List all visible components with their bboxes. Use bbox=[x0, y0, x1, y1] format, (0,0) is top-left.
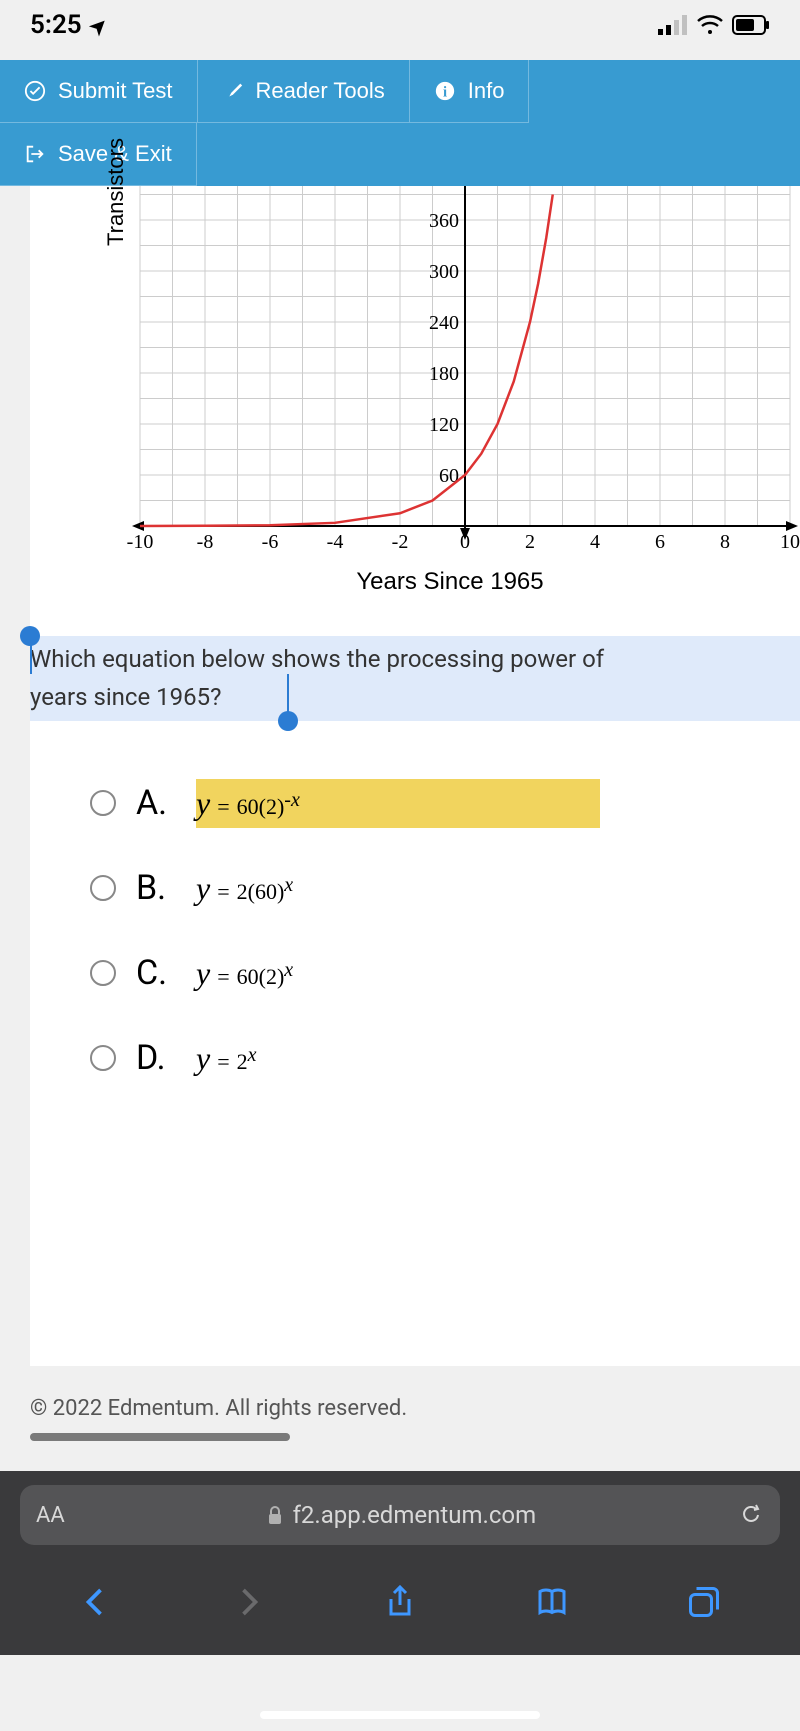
svg-text:120: 120 bbox=[429, 414, 459, 436]
svg-text:2: 2 bbox=[525, 531, 535, 553]
info-label: Info bbox=[468, 78, 505, 104]
bookmarks-icon[interactable] bbox=[534, 1584, 570, 1620]
svg-text:4: 4 bbox=[590, 531, 600, 553]
url-text: f2.app.edmentum.com bbox=[293, 1501, 537, 1529]
selection-caret-start bbox=[30, 636, 32, 674]
info-button[interactable]: i Info bbox=[410, 60, 530, 123]
text-size-button[interactable]: AA bbox=[36, 1503, 65, 1528]
question-line1: Which equation below shows the processin… bbox=[30, 645, 604, 673]
status-indicators bbox=[658, 14, 770, 36]
option-D[interactable]: D. y = 2x bbox=[90, 1016, 800, 1101]
copyright-footer: © 2022 Edmentum. All rights reserved. bbox=[0, 1366, 800, 1471]
share-icon[interactable] bbox=[382, 1584, 418, 1620]
svg-text:-6: -6 bbox=[262, 531, 279, 553]
chart-container: Transistors -10-8-6-4-202468106012018024… bbox=[30, 186, 800, 606]
exit-icon bbox=[24, 143, 46, 165]
radio-button[interactable] bbox=[90, 790, 116, 816]
svg-text:60: 60 bbox=[439, 465, 459, 487]
exponential-chart: -10 -8 -6 -4 -2 0 2 4 6 8 10 60 120 180 240 300 360 bbox=[100, 186, 800, 556]
svg-text:0: 0 bbox=[460, 531, 470, 553]
forward-icon bbox=[230, 1584, 266, 1620]
selection-caret-end bbox=[287, 674, 289, 712]
option-equation: y = 60(2)-x bbox=[196, 779, 600, 828]
svg-text:240: 240 bbox=[429, 312, 459, 334]
radio-button[interactable] bbox=[90, 875, 116, 901]
svg-text:6: 6 bbox=[655, 531, 665, 553]
url-pill[interactable]: AA f2.app.edmentum.com bbox=[20, 1485, 780, 1545]
selection-handle-end-icon[interactable] bbox=[278, 711, 298, 731]
chart-y-label: Transistors bbox=[103, 138, 129, 246]
option-A[interactable]: A. y = 60(2)-x bbox=[90, 761, 800, 846]
chart-x-label: Years Since 1965 bbox=[100, 568, 800, 596]
radio-button[interactable] bbox=[90, 960, 116, 986]
brush-icon bbox=[222, 80, 244, 102]
svg-text:300: 300 bbox=[429, 261, 459, 283]
question-line2: years since 1965? bbox=[30, 683, 221, 711]
svg-text:10: 10 bbox=[780, 531, 800, 553]
signal-icon bbox=[658, 15, 688, 35]
submit-label: Submit Test bbox=[58, 78, 173, 104]
wifi-icon bbox=[696, 14, 724, 36]
option-letter: D. bbox=[136, 1038, 176, 1078]
copyright-text: © 2022 Edmentum. All rights reserved. bbox=[30, 1396, 407, 1421]
radio-button[interactable] bbox=[90, 1045, 116, 1071]
status-bar: 5:25 bbox=[0, 0, 800, 60]
browser-url-bar: AA f2.app.edmentum.com bbox=[0, 1471, 800, 1559]
option-C[interactable]: C. y = 60(2)x bbox=[90, 931, 800, 1016]
reader-tools-button[interactable]: Reader Tools bbox=[198, 60, 410, 123]
option-B[interactable]: B. y = 2(60)x bbox=[90, 846, 800, 931]
svg-text:-4: -4 bbox=[327, 531, 344, 553]
battery-icon bbox=[732, 15, 770, 35]
info-circle-icon: i bbox=[434, 80, 456, 102]
answer-options: A. y = 60(2)-x B. y = 2(60)x C. y = 60(2)x D. y… bbox=[30, 761, 800, 1101]
svg-text:360: 360 bbox=[429, 210, 459, 232]
lock-icon bbox=[267, 1505, 283, 1525]
option-letter: B. bbox=[136, 868, 176, 908]
home-indicator[interactable] bbox=[260, 1711, 540, 1719]
scroll-indicator[interactable] bbox=[30, 1433, 290, 1441]
svg-text:-2: -2 bbox=[392, 531, 409, 553]
tabs-icon[interactable] bbox=[686, 1584, 722, 1620]
browser-toolbar bbox=[0, 1559, 800, 1655]
refresh-icon[interactable] bbox=[738, 1502, 764, 1528]
svg-text:i: i bbox=[443, 85, 447, 101]
reader-label: Reader Tools bbox=[256, 78, 385, 104]
submit-test-button[interactable]: Submit Test bbox=[0, 60, 198, 123]
question-text[interactable]: Which equation below shows the processin… bbox=[30, 636, 800, 721]
svg-text:-10: -10 bbox=[127, 531, 154, 553]
question-content: Transistors -10-8-6-4-202468106012018024… bbox=[30, 186, 800, 1366]
check-circle-icon bbox=[24, 80, 46, 102]
option-equation: y = 2(60)x bbox=[196, 864, 293, 913]
save-exit-button[interactable]: Save & Exit bbox=[0, 123, 197, 186]
svg-text:8: 8 bbox=[720, 531, 730, 553]
location-icon bbox=[90, 10, 107, 40]
option-equation: y = 60(2)x bbox=[196, 949, 293, 998]
option-letter: C. bbox=[136, 953, 176, 993]
status-time: 5:25 bbox=[30, 10, 82, 40]
option-letter: A. bbox=[136, 783, 176, 823]
back-icon[interactable] bbox=[78, 1584, 114, 1620]
svg-text:-8: -8 bbox=[197, 531, 214, 553]
option-equation: y = 2x bbox=[196, 1034, 257, 1083]
svg-text:180: 180 bbox=[429, 363, 459, 385]
